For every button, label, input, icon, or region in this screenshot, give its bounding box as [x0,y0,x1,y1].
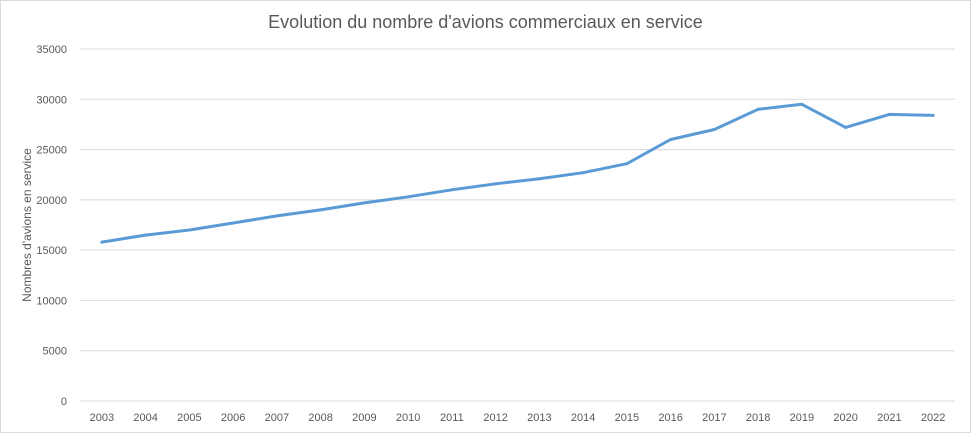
x-tick-label: 2018 [746,412,770,424]
data-point [887,112,891,116]
y-tick-label: 35000 [36,44,67,56]
y-tick-label: 0 [61,396,67,408]
x-tick-label: 2006 [221,412,245,424]
data-point [144,233,148,237]
series-line [100,102,935,244]
data-point [625,162,629,166]
x-tick-label: 2005 [177,412,201,424]
data-point [275,214,279,218]
x-tick-label: 2008 [308,412,332,424]
x-tick-label: 2012 [483,412,507,424]
chart-title: Evolution du nombre d'avions commerciaux… [268,12,703,32]
x-axis-ticks: 2003 2004 2005 2006 2007 2008 2009 2010 2011 2012… [90,412,946,424]
x-tick-label: 2020 [833,412,857,424]
x-tick-label: 2017 [702,412,726,424]
data-point [406,195,410,199]
series-group [100,102,935,244]
y-tick-label: 25000 [36,145,67,157]
x-tick-label: 2021 [877,412,901,424]
y-tick-label: 5000 [43,346,67,358]
data-point [844,125,848,129]
data-point [450,188,454,192]
data-point [100,240,104,244]
data-point [187,228,191,232]
x-tick-label: 2010 [396,412,420,424]
data-point [362,201,366,205]
data-point [931,113,935,117]
x-tick-label: 2004 [133,412,157,424]
data-point [537,177,541,181]
data-point [319,208,323,212]
x-tick-label: 2016 [658,412,682,424]
data-point [800,102,804,106]
x-tick-label: 2019 [790,412,814,424]
x-tick-label: 2015 [615,412,639,424]
data-point [669,138,673,142]
x-tick-label: 2007 [265,412,289,424]
x-tick-label: 2014 [571,412,595,424]
data-point [231,221,235,225]
x-tick-label: 2013 [527,412,551,424]
y-axis-ticks: 0 5000 10000 15000 20000 25000 30000 35000 [36,44,67,408]
data-point [712,127,716,131]
gridlines [80,48,955,402]
x-tick-label: 2003 [90,412,114,424]
y-tick-label: 30000 [36,94,67,106]
y-tick-label: 15000 [36,245,67,257]
x-tick-label: 2011 [440,412,464,424]
x-tick-label: 2022 [921,412,945,424]
data-point [756,107,760,111]
x-tick-label: 2009 [352,412,376,424]
data-point [494,182,498,186]
data-point [581,171,585,175]
y-tick-label: 10000 [36,295,67,307]
y-tick-label: 20000 [36,195,67,207]
